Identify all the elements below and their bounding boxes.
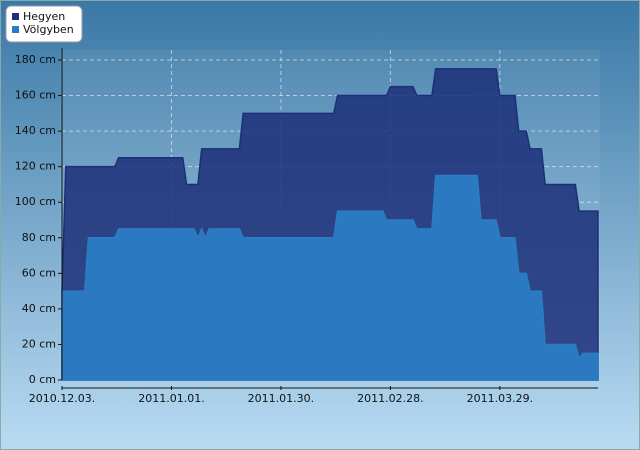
x-tick-label: 2011.01.30. — [248, 392, 314, 405]
y-tick-label: 80 cm — [22, 231, 56, 244]
x-tick-label: 2010.12.03. — [29, 392, 95, 405]
y-tick-label: 20 cm — [22, 337, 56, 350]
x-tick-label: 2011.02.28. — [357, 392, 423, 405]
legend — [5, 5, 83, 43]
y-tick-label: 140 cm — [15, 124, 56, 137]
y-tick-label: 60 cm — [22, 266, 56, 279]
legend-swatch — [12, 13, 19, 20]
x-tick-label: 2011.01.01. — [138, 392, 204, 405]
legend-swatch — [12, 26, 19, 33]
x-tick-label: 2011.03.29. — [467, 392, 533, 405]
y-tick-label: 160 cm — [15, 89, 56, 102]
y-tick-label: 180 cm — [15, 53, 56, 66]
legend-label: Hegyen — [23, 10, 65, 23]
legend-box — [5, 5, 83, 43]
area — [61, 174, 599, 381]
y-tick-label: 100 cm — [15, 195, 56, 208]
y-tick-label: 40 cm — [22, 302, 56, 315]
y-tick-label: 0 cm — [29, 373, 56, 386]
legend-label: Völgyben — [23, 23, 74, 36]
y-tick-label: 120 cm — [15, 160, 56, 173]
